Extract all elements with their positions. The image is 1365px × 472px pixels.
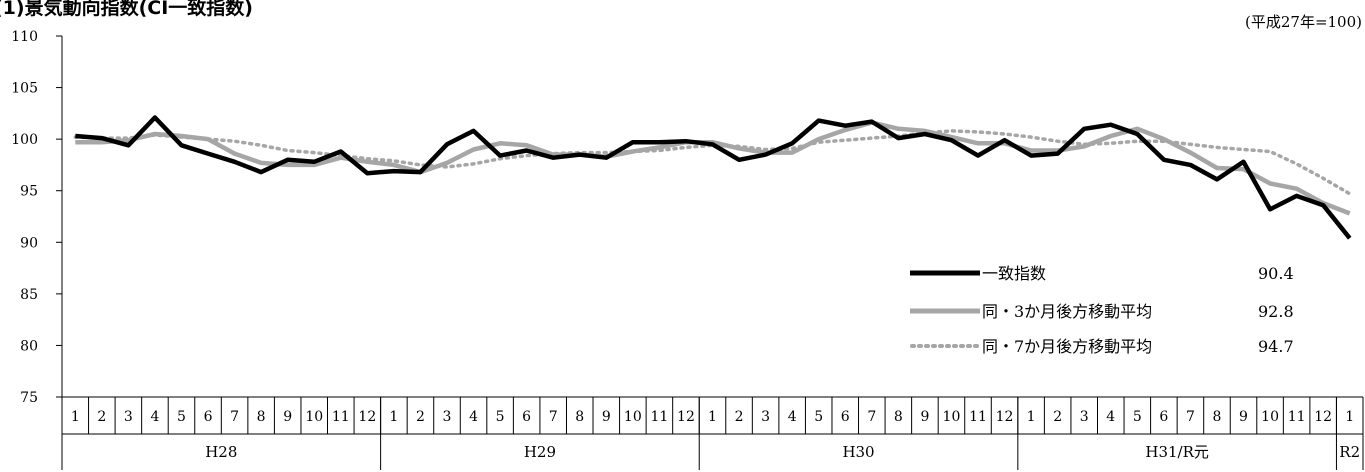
month-label: 12 [358, 409, 376, 425]
y-tick-label: 85 [20, 287, 38, 303]
month-label: 3 [761, 409, 770, 425]
month-label: 9 [920, 409, 929, 425]
month-label: 2 [735, 409, 744, 425]
month-label: 3 [443, 409, 452, 425]
y-tick-label: 110 [11, 29, 38, 45]
month-label: 9 [602, 409, 611, 425]
year-label: H29 [524, 443, 556, 461]
month-label: 2 [97, 409, 106, 425]
month-label: 4 [469, 409, 478, 425]
month-label: 7 [549, 409, 558, 425]
month-label: 2 [1053, 409, 1062, 425]
month-label: 3 [124, 409, 133, 425]
month-label: 12 [1314, 409, 1332, 425]
month-label: 5 [177, 409, 186, 425]
year-label: R2 [1339, 443, 1360, 461]
y-tick-label: 90 [20, 235, 38, 251]
month-label: 4 [150, 409, 159, 425]
legend-label-ma7: 同・7か月後方移動平均 [982, 337, 1152, 356]
month-label: 8 [575, 409, 584, 425]
unit-note: (平成27年=100) [1245, 13, 1362, 31]
month-label: 10 [305, 409, 323, 425]
month-label: 1 [389, 409, 398, 425]
month-label: 10 [624, 409, 642, 425]
month-label: 10 [943, 409, 961, 425]
x-axis-categories: 1 2 3 4 5 6 7 8 9 10 11 12 1 2 3 4 5 6 7 8 9 10 11 12 1 2 3 4 5 6 7 8 9 1… [71, 397, 1360, 470]
axes [61, 36, 1364, 470]
series-line-0 [75, 115, 1352, 240]
y-tick-label: 105 [11, 81, 38, 97]
month-label: 6 [522, 409, 531, 425]
month-label: 5 [496, 409, 505, 425]
month-label: 1 [1027, 409, 1036, 425]
month-label: 2 [416, 409, 425, 425]
y-tick-label: 95 [20, 184, 38, 200]
month-label: 8 [257, 409, 266, 425]
year-label: H31/R元 [1145, 443, 1209, 461]
month-label: 6 [841, 409, 850, 425]
y-tick-label: 75 [20, 390, 38, 406]
series-lines [73, 115, 1352, 240]
legend-value-ma7: 94.7 [1258, 337, 1294, 356]
legend-value-ma3: 92.8 [1258, 302, 1294, 321]
month-label: 1 [708, 409, 717, 425]
legend: 一致指数 90.4 同・3か月後方移動平均 92.8 同・7か月後方移動平均 9… [910, 264, 1294, 356]
legend-label-cix: 一致指数 [982, 264, 1046, 283]
year-label: H30 [842, 443, 874, 461]
y-axis-ticks: 75 80 85 90 95 100 105 110 [11, 29, 62, 406]
month-label: 11 [969, 409, 987, 425]
month-label: 4 [788, 409, 797, 425]
y-tick-label: 80 [20, 338, 38, 354]
month-label: 9 [283, 409, 292, 425]
month-label: 9 [1239, 409, 1248, 425]
month-label: 5 [814, 409, 823, 425]
month-label: 8 [894, 409, 903, 425]
year-label: H28 [205, 443, 237, 461]
legend-value-cix: 90.4 [1258, 264, 1294, 283]
month-label: 12 [996, 409, 1014, 425]
y-tick-label: 100 [11, 132, 38, 148]
chart-title: (1)景気動向指数(CI一致指数) [0, 0, 253, 19]
month-label: 7 [230, 409, 239, 425]
month-label: 4 [1106, 409, 1115, 425]
month-label: 8 [1213, 409, 1222, 425]
month-label: 6 [1159, 409, 1168, 425]
month-label: 5 [1133, 409, 1142, 425]
month-label: 1 [1345, 409, 1354, 425]
month-label: 7 [867, 409, 876, 425]
month-label: 12 [677, 409, 695, 425]
month-label: 3 [1080, 409, 1089, 425]
legend-label-ma3: 同・3か月後方移動平均 [982, 302, 1152, 321]
month-label: 7 [1186, 409, 1195, 425]
month-label: 11 [1288, 409, 1306, 425]
month-label: 1 [71, 409, 80, 425]
month-label: 11 [332, 409, 350, 425]
month-label: 6 [204, 409, 213, 425]
month-label: 10 [1261, 409, 1279, 425]
month-label: 11 [650, 409, 668, 425]
